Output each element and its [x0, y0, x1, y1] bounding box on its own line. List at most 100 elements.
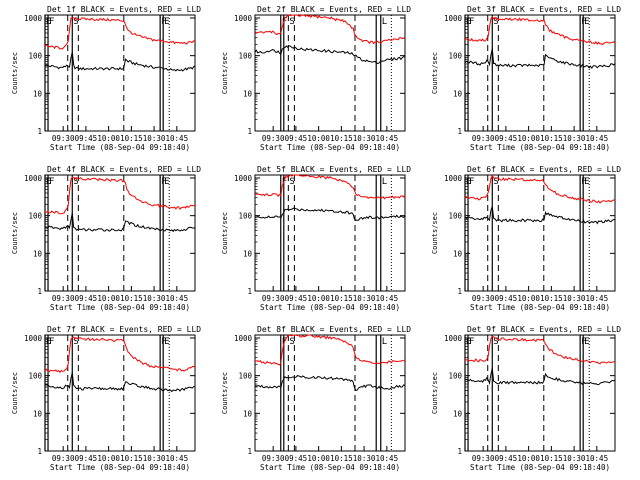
marker-label: F [581, 177, 586, 187]
y-tick-label: 100 [28, 52, 42, 61]
marker-label: F [161, 177, 166, 187]
x-tick-label: 09:45 [495, 454, 518, 463]
x-tick-label: 10:45 [376, 294, 399, 303]
y-tick-label: 100 [238, 372, 252, 381]
chart-panel-4: Det 4f BLACK = Events, RED = LLD 1 10 100 10… [11, 165, 201, 312]
marker-label: F [469, 17, 474, 27]
y-tick-label: 10 [453, 409, 463, 418]
x-tick-label: 10:15 [330, 134, 353, 143]
plot-frame [44, 334, 196, 452]
x-tick-label: 10:00 [517, 294, 540, 303]
y-axis-label: Counts/sec [11, 52, 19, 94]
x-tick-label: 09:45 [285, 294, 308, 303]
y-tick-label: 1000 [444, 174, 463, 183]
y-tick-label: 1000 [24, 334, 43, 343]
y-tick-label: 100 [238, 52, 252, 61]
chart-title: Det 8f BLACK = Events, RED = LLD [257, 325, 411, 334]
series-lld-line [464, 335, 616, 365]
x-tick-label: 10:30 [353, 454, 376, 463]
chart-panel-8: Det 8f BLACK = Events, RED = LLD 1 10 100 10… [221, 325, 411, 472]
chart-panel-5: Det 5f BLACK = Events, RED = LLD 1 10 100 10… [221, 165, 411, 312]
chart-title: Det 2f BLACK = Events, RED = LLD [257, 5, 411, 14]
x-tick-label: 10:00 [307, 134, 330, 143]
plot-frame [464, 174, 616, 292]
x-tick-label: 09:30 [262, 294, 285, 303]
y-tick-label: 1 [37, 127, 42, 136]
plot-frame [464, 334, 616, 452]
y-tick-label: 10 [33, 409, 43, 418]
marker-label: F [161, 17, 166, 27]
marker-label: L [382, 17, 387, 27]
series-lld-line [44, 336, 196, 374]
y-axis-label: Counts/sec [221, 372, 229, 414]
marker-label: F [49, 177, 54, 187]
x-tick-label: 09:45 [495, 134, 518, 143]
x-tick-label: 10:30 [353, 294, 376, 303]
marker-label: F [469, 337, 474, 347]
marker-label: S [493, 177, 498, 187]
x-tick-label: 10:30 [563, 454, 586, 463]
chart-title: Det 3f BLACK = Events, RED = LLD [467, 5, 621, 14]
x-tick-label: 09:30 [262, 134, 285, 143]
y-tick-label: 10 [453, 249, 463, 258]
y-tick-label: 1000 [234, 334, 253, 343]
chart-panel-7: Det 7f BLACK = Events, RED = LLD 1 10 100 10… [11, 325, 201, 472]
x-tick-label: 09:45 [285, 134, 308, 143]
marker-label: E [46, 17, 51, 27]
y-tick-label: 1 [247, 287, 252, 296]
x-tick-label: 09:45 [75, 294, 98, 303]
x-tick-label: 10:45 [586, 294, 609, 303]
marker-label: S [289, 177, 294, 187]
y-tick-label: 1 [457, 447, 462, 456]
y-tick-label: 1000 [24, 14, 43, 23]
x-tick-label: 10:30 [563, 294, 586, 303]
series-lld-line [464, 174, 615, 204]
x-axis-label: Start Time (08-Sep-04 09:18:40) [260, 143, 400, 152]
plot-frame [254, 14, 406, 132]
x-tick-label: 10:45 [166, 134, 189, 143]
series-lld-line [44, 176, 196, 215]
y-tick-label: 100 [28, 372, 42, 381]
marker-label: E [466, 337, 471, 347]
y-tick-label: 100 [28, 212, 42, 221]
x-tick-label: 10:45 [376, 454, 399, 463]
marker-label: E [466, 177, 471, 187]
y-tick-label: 10 [453, 89, 463, 98]
y-tick-label: 1000 [444, 14, 463, 23]
x-tick-label: 09:30 [472, 134, 495, 143]
y-tick-label: 1000 [24, 174, 43, 183]
chart-panel-2: Det 2f BLACK = Events, RED = LLD 1 10 100 10… [221, 5, 411, 152]
marker-label: S [73, 177, 78, 187]
marker-label: L [382, 177, 387, 187]
x-tick-label: 10:00 [97, 134, 120, 143]
x-tick-label: 10:45 [376, 134, 399, 143]
x-axis-label: Start Time (08-Sep-04 09:18:40) [470, 303, 610, 312]
marker-label: F [469, 177, 474, 187]
plot-frame [254, 174, 406, 292]
y-tick-label: 1 [457, 127, 462, 136]
y-tick-label: 100 [448, 52, 462, 61]
series-lld-line [254, 14, 406, 45]
y-tick-label: 1000 [234, 14, 253, 23]
marker-label: S [493, 17, 498, 27]
x-tick-label: 10:15 [540, 454, 563, 463]
marker-label: L [382, 337, 387, 347]
y-tick-label: 100 [238, 212, 252, 221]
plot-frame [254, 334, 406, 452]
marker-label: F [49, 337, 54, 347]
series-lld-line [254, 334, 406, 366]
marker-label: E [584, 337, 589, 347]
x-tick-label: 10:15 [120, 454, 143, 463]
series-events-line [254, 207, 406, 221]
x-axis-label: Start Time (08-Sep-04 09:18:40) [260, 463, 400, 472]
x-tick-label: 10:45 [586, 134, 609, 143]
marker-label: F [49, 17, 54, 27]
x-axis-label: Start Time (08-Sep-04 09:18:40) [260, 303, 400, 312]
series-events-line [464, 48, 616, 70]
marker-label: F [282, 177, 287, 187]
chart-panel-6: Det 6f BLACK = Events, RED = LLD 1 10 100 10… [431, 165, 621, 312]
x-tick-label: 10:15 [330, 454, 353, 463]
marker-label: S [73, 17, 78, 27]
series-events-line [464, 206, 616, 225]
